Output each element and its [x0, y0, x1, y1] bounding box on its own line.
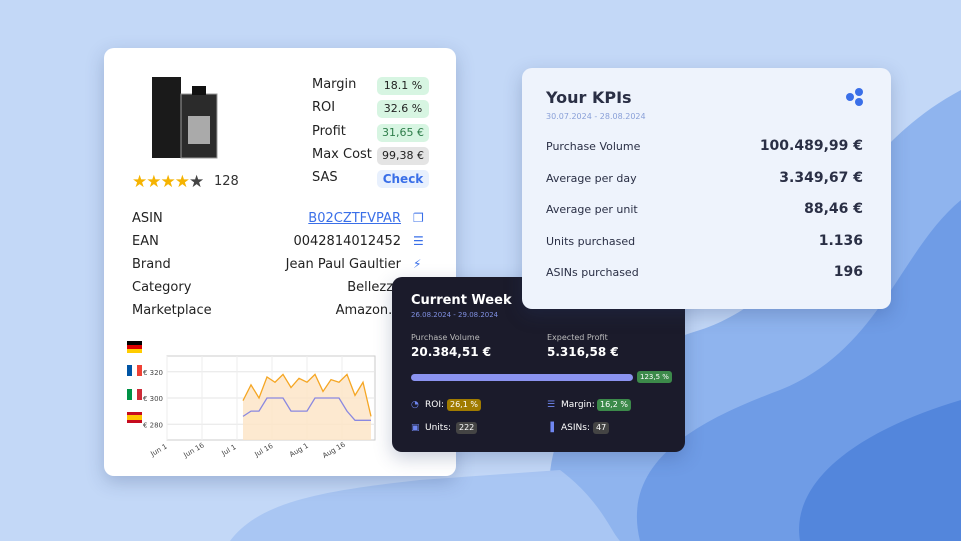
kpi-label: ASINs purchased	[546, 266, 639, 279]
y-tick-label: € 300	[143, 395, 163, 403]
star: ★	[146, 172, 161, 192]
detail-label: Brand	[132, 257, 171, 272]
y-tick-label: € 320	[143, 369, 163, 377]
stat-label: Margin:	[561, 400, 595, 410]
review-count: 128	[214, 174, 239, 189]
metric-label: SAS	[312, 170, 338, 186]
stat-value: 26,1 %	[447, 399, 481, 411]
metric-value: 32.6 %	[377, 100, 429, 119]
x-tick-label: Jun 1	[149, 442, 169, 458]
kpi-label: Purchase Volume	[546, 140, 641, 153]
card-period: 30.07.2024 - 28.08.2024	[546, 112, 646, 121]
kpi-label: Average per unit	[546, 203, 638, 216]
price-area	[243, 374, 371, 440]
stat-value: 47	[593, 422, 610, 434]
metric-value: 18.1 %	[377, 77, 429, 95]
metric-label: Profit	[312, 123, 346, 139]
star: ★	[189, 172, 204, 192]
detail-label: ASIN	[132, 211, 163, 226]
card-title: Your KPIs	[546, 88, 632, 107]
kpi-value: 196	[833, 264, 863, 280]
star: ★	[132, 172, 147, 192]
metric-label: ROI	[312, 100, 336, 116]
kpi-value: 100.489,99 €	[759, 138, 863, 154]
detail-value[interactable]: B02CZTFVPAR	[308, 211, 401, 226]
stat-value: 16,2 %	[597, 399, 631, 411]
share-icon[interactable]	[845, 88, 865, 106]
x-tick-label: Aug 16	[321, 440, 347, 460]
kpi-value: 3.349,67 €	[779, 169, 863, 186]
detail-label: Marketplace	[132, 303, 212, 318]
detail-value: 0042814012452	[293, 234, 401, 249]
progress-bar	[411, 374, 633, 381]
kpi-value: 1.136	[818, 232, 863, 249]
profit-value: 5.316,58 €	[547, 345, 619, 359]
x-tick-label: Aug 1	[288, 442, 310, 459]
rating-stars: ★★★★★	[132, 172, 204, 192]
stat-icon: ▣	[411, 423, 420, 433]
detail-value: Amazon.it	[335, 303, 401, 318]
purchase-label: Purchase Volume	[411, 333, 480, 342]
kpi-card: Your KPIs 30.07.2024 - 28.08.2024 Purcha…	[522, 68, 891, 309]
detail-icon[interactable]: ❐	[413, 211, 424, 225]
progress-label: 123,5 %	[637, 371, 672, 383]
x-tick-label: Jul 1	[220, 443, 238, 458]
detail-label: Category	[132, 280, 192, 295]
kpi-value: 88,46 €	[804, 201, 863, 217]
detail-icon[interactable]: ⚡	[413, 257, 422, 271]
star: ★	[160, 172, 176, 192]
stat-value: 222	[456, 422, 478, 434]
kpi-label: Units purchased	[546, 234, 636, 248]
y-tick-label: € 280	[143, 421, 163, 429]
metric-value[interactable]: Check	[377, 170, 429, 189]
star: ★	[174, 172, 190, 192]
purchase-value: 20.384,51 €	[411, 345, 492, 359]
product-card: ★★★★★ 128 € 320 € 300 € 280 Jun 1 Jun 16 Jul …	[104, 48, 456, 476]
price-line	[242, 373, 372, 417]
price-chart: € 320 € 300 € 280 Jun 1 Jun 16 Jul 1 Jul 16 Aug…	[143, 355, 376, 460]
metric-value: 99,38 €	[377, 146, 429, 165]
detail-value: Bellezza	[347, 280, 401, 295]
metric-value: 31,65 €	[377, 123, 429, 142]
stat-label: Units:	[425, 423, 452, 433]
profit-label: Expected Profit	[547, 333, 608, 342]
stat-icon: ▐	[547, 423, 554, 433]
price-line	[242, 397, 371, 421]
x-tick-label: Jun 16	[182, 441, 206, 460]
metric-label: Margin	[312, 77, 357, 92]
stat-icon: ☰	[547, 400, 556, 410]
stat-label: ASINs:	[561, 423, 590, 433]
stat-icon: ◔	[411, 400, 419, 410]
card-title: Current Week	[411, 293, 512, 308]
detail-label: EAN	[132, 234, 159, 249]
stat-label: ROI:	[425, 400, 445, 410]
metric-label: Max Cost	[312, 146, 372, 162]
detail-value: Jean Paul Gaultier	[285, 257, 401, 272]
flags	[127, 341, 142, 423]
detail-icon[interactable]: ☰	[413, 234, 424, 248]
product-image	[152, 77, 218, 159]
card-period: 26.08.2024 - 29.08.2024	[411, 311, 499, 319]
kpi-label: Average per day	[546, 171, 637, 185]
x-tick-label: Jul 16	[253, 442, 275, 459]
